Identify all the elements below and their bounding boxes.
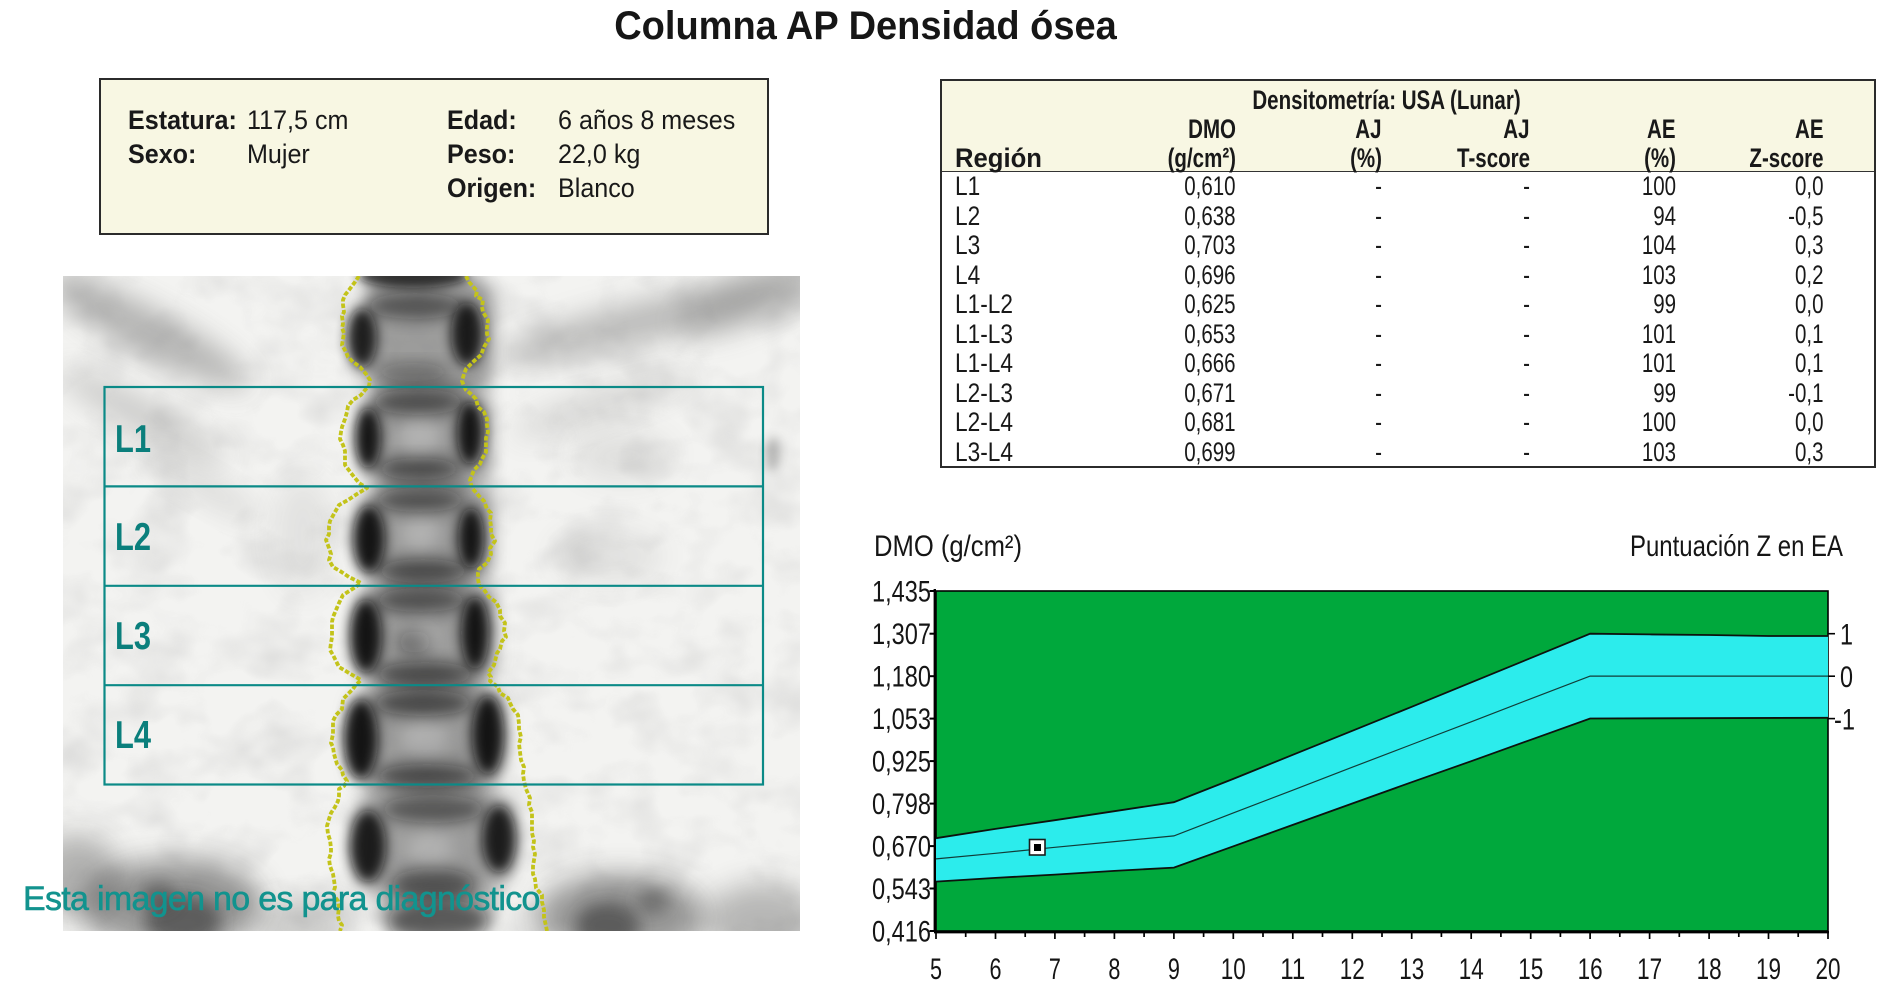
svg-text:18: 18 — [1697, 953, 1722, 986]
svg-text:20: 20 — [1816, 953, 1841, 986]
svg-text:1,307: 1,307 — [872, 618, 931, 651]
svg-text:0,798: 0,798 — [872, 788, 931, 821]
svg-text:1: 1 — [1840, 619, 1853, 652]
svg-text:13: 13 — [1399, 953, 1424, 986]
svg-text:L4: L4 — [115, 714, 151, 757]
svg-text:1,435: 1,435 — [872, 576, 931, 609]
svg-text:19: 19 — [1756, 953, 1781, 986]
svg-text:10: 10 — [1221, 953, 1246, 986]
svg-text:1,180: 1,180 — [872, 661, 931, 694]
svg-text:-1: -1 — [1834, 704, 1855, 737]
svg-text:0,543: 0,543 — [872, 873, 931, 906]
svg-text:L2: L2 — [115, 516, 151, 559]
svg-text:16: 16 — [1578, 953, 1603, 986]
svg-text:6: 6 — [990, 953, 1002, 986]
svg-text:5: 5 — [930, 953, 942, 986]
svg-text:15: 15 — [1518, 953, 1543, 986]
svg-text:L3: L3 — [115, 615, 151, 658]
svg-text:0: 0 — [1840, 661, 1853, 694]
svg-text:8: 8 — [1108, 953, 1120, 986]
svg-text:0,416: 0,416 — [872, 916, 931, 949]
svg-text:Puntuación Z en EA: Puntuación Z en EA — [1630, 530, 1843, 563]
svg-text:DMO (g/cm²): DMO (g/cm²) — [874, 530, 1022, 563]
svg-text:0,925: 0,925 — [872, 746, 931, 779]
svg-text:17: 17 — [1637, 953, 1662, 986]
svg-text:9: 9 — [1168, 953, 1180, 986]
svg-text:12: 12 — [1340, 953, 1365, 986]
svg-text:0,670: 0,670 — [872, 831, 931, 864]
svg-text:7: 7 — [1049, 953, 1061, 986]
svg-text:11: 11 — [1280, 953, 1305, 986]
svg-text:14: 14 — [1459, 953, 1484, 986]
svg-text:L1: L1 — [115, 418, 151, 461]
svg-text:1,053: 1,053 — [872, 703, 931, 736]
